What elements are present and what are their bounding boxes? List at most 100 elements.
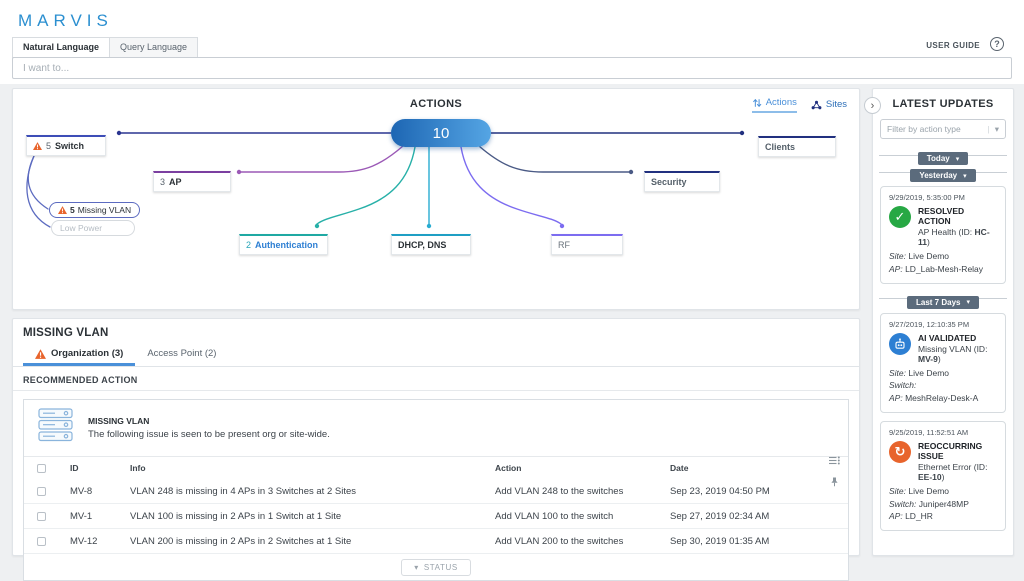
- group-last7-button[interactable]: Last 7 Days ▾: [907, 295, 979, 309]
- tab-query-language[interactable]: Query Language: [109, 37, 199, 58]
- node-count: 5: [46, 141, 52, 151]
- user-guide-link[interactable]: USER GUIDE: [926, 41, 980, 50]
- tab-label: Organization (3): [51, 348, 124, 359]
- cell-action: Add VLAN 200 to the switches: [495, 535, 624, 547]
- node-dhcp-dns[interactable]: DHCP, DNS: [391, 234, 471, 255]
- table-pin-icon[interactable]: [830, 474, 839, 492]
- group-row-last7: Last 7 Days ▾: [873, 292, 1013, 309]
- cell-info: VLAN 100 is missing in 2 APs in 1 Switch…: [130, 510, 342, 522]
- chevron-down-icon: ▾: [994, 123, 999, 134]
- column-header-id: ID: [70, 463, 79, 473]
- node-label: DHCP, DNS: [398, 240, 447, 250]
- node-label: Security: [651, 177, 687, 187]
- toggle-actions-label: Actions: [765, 97, 797, 108]
- cell-action: Add VLAN 248 to the switches: [495, 485, 624, 497]
- cell-date: Sep 27, 2019 02:34 AM: [670, 510, 770, 522]
- search-input[interactable]: [12, 57, 1012, 79]
- recommended-action-label: RECOMMENDED ACTION: [13, 375, 859, 391]
- row-checkbox[interactable]: [37, 486, 46, 496]
- node-label: Clients: [765, 142, 796, 152]
- table-row[interactable]: MV-8 VLAN 248 is missing in 4 APs in 3 S…: [24, 479, 848, 504]
- update-fields: Site: Live Demo Switch: AP: MeshRelay-De…: [889, 367, 979, 404]
- ai-validated-icon: [889, 332, 911, 355]
- sidebar-collapse-icon[interactable]: ›: [864, 97, 881, 114]
- top-bar: MARVIS Natural Language Query Language U…: [0, 0, 1024, 84]
- select-all-checkbox[interactable]: [37, 463, 46, 473]
- table-row[interactable]: MV-12 VLAN 200 is missing in 2 APs in 2 …: [24, 529, 848, 554]
- cell-date: Sep 23, 2019 04:50 PM: [670, 485, 770, 497]
- detail-title: MISSING VLAN: [23, 327, 109, 339]
- cell-info: VLAN 200 is missing in 2 APs in 2 Switch…: [130, 535, 352, 547]
- node-security[interactable]: Security: [644, 171, 720, 192]
- latest-updates-sidebar: › LATEST UPDATES Filter by action type |…: [864, 88, 1014, 556]
- diagram-title: ACTIONS: [409, 98, 463, 110]
- node-rf[interactable]: RF: [551, 234, 623, 255]
- node-switch[interactable]: 5 Switch: [26, 135, 106, 156]
- column-header-action: Action: [495, 463, 522, 473]
- update-subject: Missing VLAN (ID: MV-9): [918, 343, 988, 364]
- node-count: 2: [246, 240, 252, 250]
- filter-action-type-select[interactable]: Filter by action type | ▾: [880, 119, 1006, 139]
- group-yesterday-button[interactable]: Yesterday ▾: [910, 169, 976, 182]
- missing-vlan-detail-panel: MISSING VLAN Organization (3) Access Poi…: [12, 318, 860, 581]
- column-header-date: Date: [670, 463, 689, 473]
- node-label: Low Power: [60, 223, 103, 233]
- reoccurring-icon: ↻: [889, 440, 911, 463]
- update-card-reoccurring[interactable]: 9/25/2019, 11:52:51 AM ↻ REOCCURRING ISS…: [880, 420, 1006, 531]
- update-card-ai-validated[interactable]: 9/27/2019, 12:10:35 PM AI VALIDATED Miss…: [880, 312, 1006, 413]
- group-label: Today: [926, 154, 950, 163]
- status-button[interactable]: ▾ STATUS: [401, 559, 471, 576]
- group-label: Last 7 Days: [916, 297, 961, 307]
- tab-organization[interactable]: Organization (3): [23, 343, 136, 366]
- center-actions-count[interactable]: 10: [391, 119, 491, 147]
- node-low-power[interactable]: Low Power: [51, 220, 135, 236]
- node-count: 3: [160, 177, 166, 187]
- update-timestamp: 9/25/2019, 11:52:51 AM: [889, 427, 969, 437]
- sites-icon: [811, 100, 822, 110]
- node-authentication[interactable]: 2 Authentication: [239, 234, 328, 255]
- actions-diagram-panel: ACTIONS Actions Sites: [12, 88, 860, 310]
- row-checkbox[interactable]: [37, 511, 46, 521]
- tab-access-point[interactable]: Access Point (2): [135, 343, 228, 366]
- table-header-row: ID Info Action Date: [24, 457, 848, 479]
- group-today-button[interactable]: Today ▾: [917, 152, 969, 165]
- actions-icon: [752, 98, 762, 108]
- update-type: AI VALIDATED: [918, 332, 977, 343]
- update-type: RESOLVED ACTION: [918, 206, 965, 226]
- update-timestamp: 9/27/2019, 12:10:35 PM: [889, 319, 970, 329]
- table-icons: [829, 452, 840, 492]
- toggle-actions[interactable]: Actions: [751, 97, 797, 113]
- table-row[interactable]: MV-1 VLAN 100 is missing in 2 APs in 1 S…: [24, 504, 848, 529]
- status-row: ▾ STATUS: [24, 554, 848, 580]
- chevron-down-icon: ▾: [963, 172, 967, 180]
- update-fields: Site: Live Demo Switch: Juniper48MP AP: …: [889, 485, 969, 522]
- cell-info: VLAN 248 is missing in 4 APs in 3 Switch…: [130, 485, 356, 497]
- node-ap[interactable]: 3 AP: [153, 171, 231, 192]
- update-card-resolved[interactable]: 9/29/2019, 5:35:00 PM ✓ RESOLVED ACTION …: [880, 186, 1006, 284]
- chevron-down-icon: ▾: [955, 155, 960, 163]
- node-count: 5: [70, 205, 75, 215]
- group-row-today: Today ▾: [873, 148, 1013, 165]
- node-label: AP: [169, 177, 182, 187]
- cell-id: MV-1: [70, 510, 93, 522]
- marvis-logo: MARVIS: [18, 11, 113, 30]
- table-columns-icon[interactable]: [829, 452, 840, 470]
- cell-id: MV-8: [70, 485, 93, 497]
- toggle-sites[interactable]: Sites: [811, 99, 847, 113]
- switch-stack-icon: [38, 408, 74, 447]
- update-type: REOCCURRING ISSUE: [918, 440, 983, 461]
- node-label: Authentication: [255, 240, 319, 250]
- cell-action: Add VLAN 100 to the switch: [495, 510, 614, 522]
- chevron-down-icon: ▾: [966, 299, 970, 306]
- diagram-links: [26, 130, 745, 229]
- node-clients[interactable]: Clients: [758, 136, 836, 157]
- group-row-yesterday: Yesterday ▾: [873, 165, 1013, 182]
- help-icon[interactable]: ?: [990, 37, 1004, 51]
- row-checkbox[interactable]: [37, 536, 46, 546]
- node-label: Missing VLAN: [77, 205, 132, 215]
- issue-callout: MISSING VLAN The following issue is seen…: [24, 400, 848, 457]
- sidebar-title: LATEST UPDATES: [892, 98, 994, 110]
- tab-natural-language[interactable]: Natural Language: [12, 37, 111, 58]
- node-missing-vlan[interactable]: 5 Missing VLAN: [49, 202, 141, 218]
- group-label: Yesterday: [919, 171, 958, 180]
